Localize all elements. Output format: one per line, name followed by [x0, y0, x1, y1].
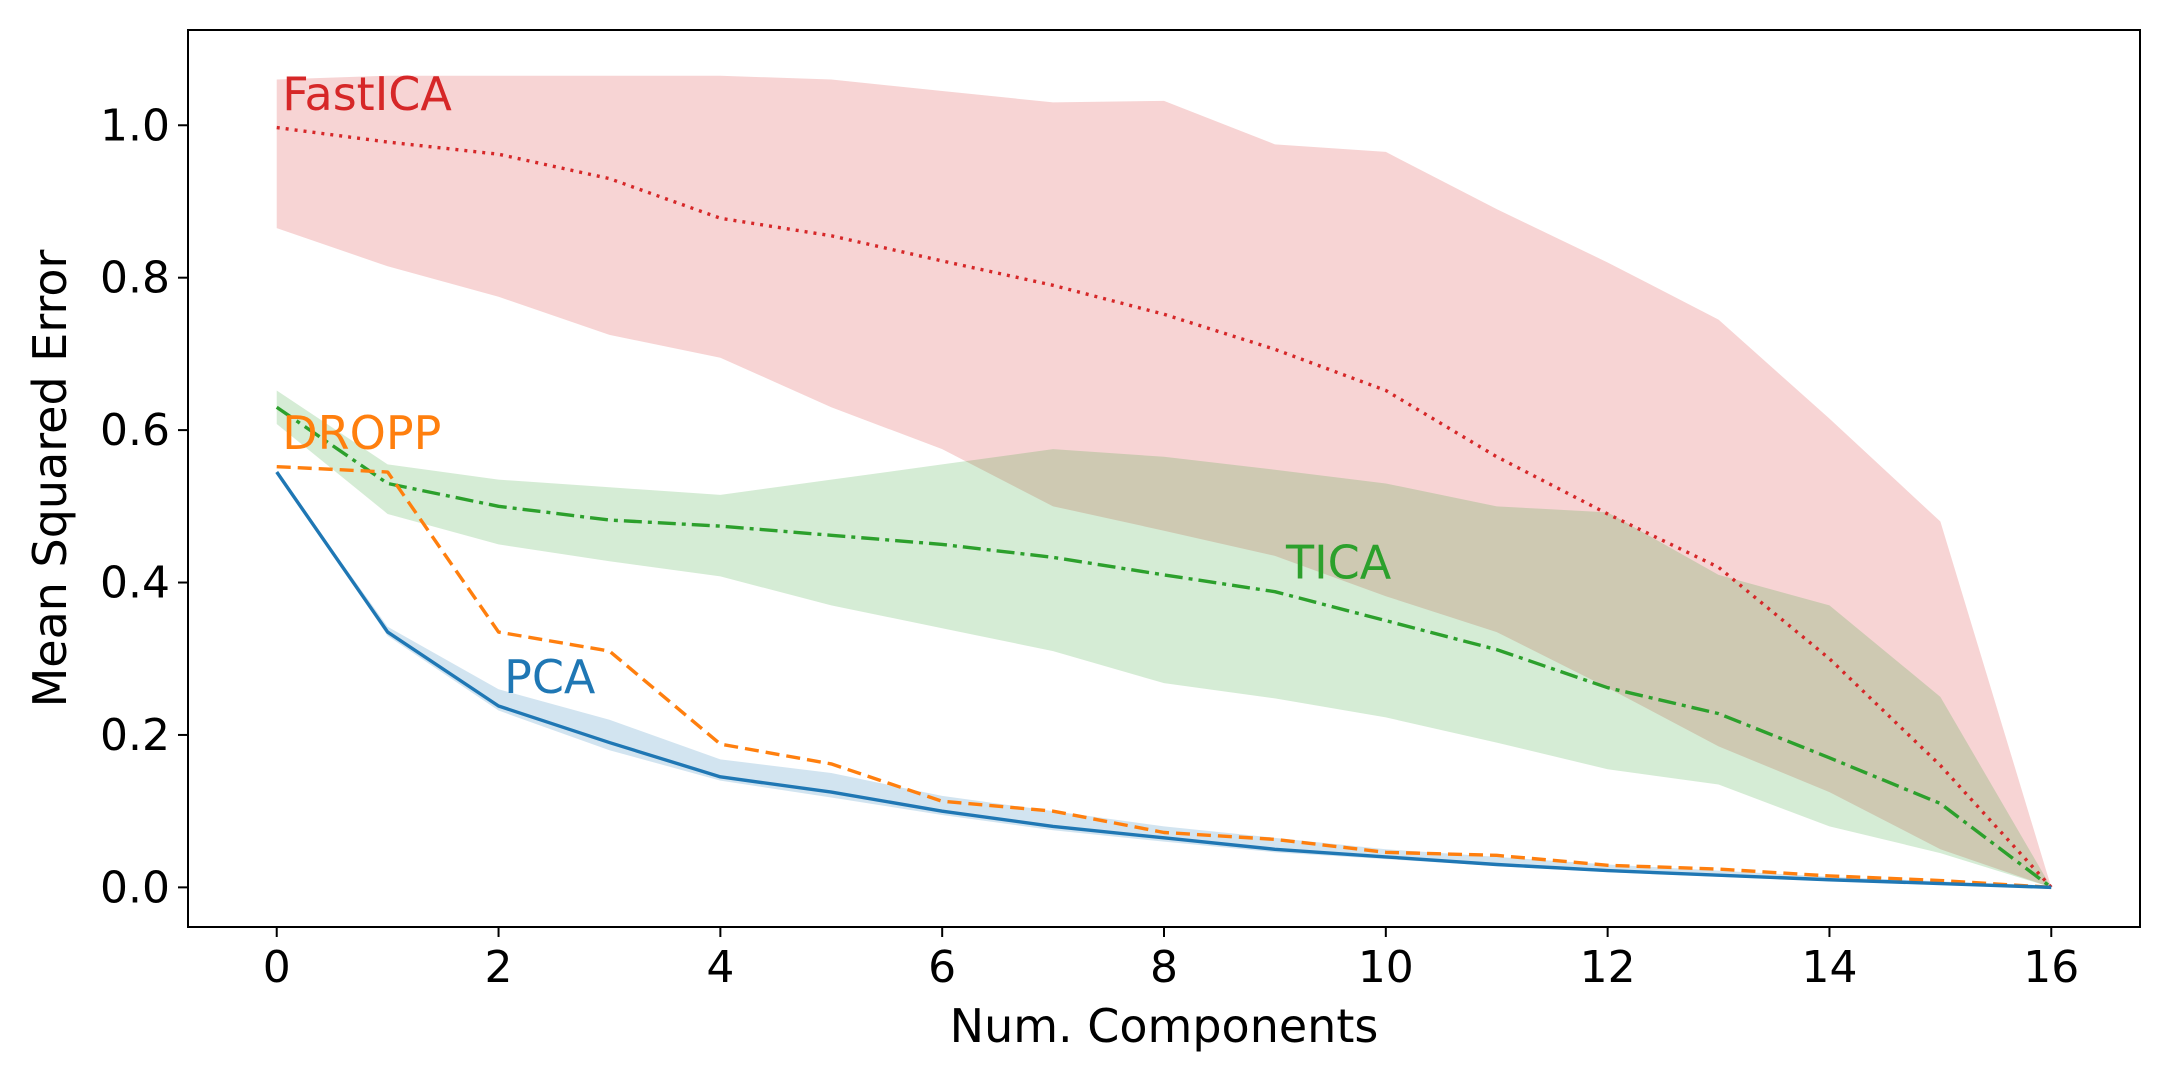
x-tick-label: 14 — [1801, 942, 1857, 993]
fastica-line — [276, 125, 2053, 889]
fastica-label: FastICA — [282, 67, 452, 121]
dropp-label: DROPP — [282, 406, 441, 460]
confidence-bands — [276, 75, 2052, 888]
dropp-line — [276, 464, 2052, 890]
y-axis-ticks: 0.0 0.2 0.4 0.6 0.8 1.0 — [100, 100, 188, 913]
x-axis-label: Num. Components — [950, 999, 1379, 1053]
y-tick-label: 0.0 — [100, 862, 170, 913]
tica-label: TICA — [1285, 536, 1392, 590]
x-tick-label: 10 — [1358, 942, 1414, 993]
x-tick-label: 8 — [1150, 942, 1178, 993]
y-tick-label: 0.2 — [100, 710, 170, 761]
series-labels: FastICA DROPP TICA PCA — [282, 67, 1392, 704]
pca-line — [275, 471, 2052, 890]
x-tick-label: 2 — [485, 942, 513, 993]
tica-line — [275, 405, 2053, 889]
x-tick-label: 6 — [928, 942, 956, 993]
y-tick-label: 0.8 — [100, 253, 170, 304]
y-axis-label: Mean Squared Error — [23, 249, 77, 707]
x-tick-label: 0 — [263, 942, 291, 993]
y-tick-label: 1.0 — [100, 100, 170, 151]
x-tick-label: 16 — [2023, 942, 2079, 993]
pca-label: PCA — [504, 650, 596, 704]
series-lines — [275, 125, 2053, 890]
x-tick-label: 12 — [1580, 942, 1636, 993]
y-tick-label: 0.6 — [100, 405, 170, 456]
x-tick-label: 4 — [706, 942, 734, 993]
fastica-band — [276, 75, 2052, 888]
x-axis-ticks: 0 2 4 6 8 10 12 14 16 — [263, 927, 2079, 993]
y-tick-label: 0.4 — [100, 558, 170, 609]
